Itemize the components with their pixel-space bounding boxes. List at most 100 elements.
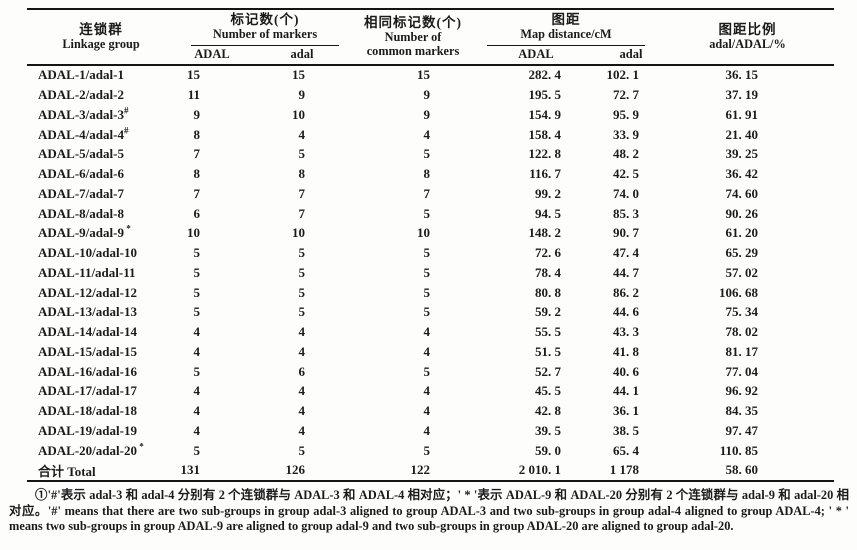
- table-row: ADAL-20/adal-20 * 5 5 5 59. 0 65. 4 110. 85: [27, 441, 834, 461]
- cell-distance-adal: 38. 5: [613, 422, 640, 438]
- cell-linkage-group: 合计 Total: [38, 463, 96, 479]
- cell-ratio: 39. 25: [725, 146, 759, 162]
- cell-common-markers: 5: [423, 245, 431, 261]
- table-row: ADAL-17/adal-17 4 4 4 45. 5 44. 1 96. 92: [27, 382, 834, 402]
- cell-ratio: 106. 68: [719, 284, 759, 300]
- cell-markers-adal: 7: [298, 185, 306, 201]
- cell-markers-adal-caps: 5: [193, 442, 201, 458]
- cell-distance-adal-caps: 59. 0: [535, 442, 561, 458]
- cell-distance-adal: 102. 1: [606, 67, 640, 83]
- group-mark: *: [136, 441, 144, 452]
- cell-markers-adal: 5: [298, 284, 306, 300]
- cell-markers-adal: 5: [298, 442, 306, 458]
- cell-linkage-group: ADAL-13/adal-13: [38, 304, 137, 320]
- cell-linkage-group: ADAL-9/adal-9 *: [38, 224, 131, 241]
- cell-ratio: 96. 92: [725, 383, 759, 399]
- header-number-of-markers-en: Number of markers: [212, 27, 318, 41]
- cell-markers-adal-caps: 5: [193, 304, 201, 320]
- table-row: ADAL-16/adal-16 5 6 5 52. 7 40. 6 77. 04: [27, 362, 834, 382]
- cell-common-markers: 7: [423, 185, 431, 201]
- cell-distance-adal: 42. 5: [613, 166, 640, 182]
- cell-markers-adal: 4: [298, 422, 306, 438]
- cell-linkage-group: ADAL-19/adal-19: [38, 422, 137, 438]
- cell-markers-adal: 4: [298, 126, 306, 142]
- header-map-distance-en: Map distance/cM: [520, 27, 612, 41]
- cell-common-markers: 5: [423, 146, 431, 162]
- cell-ratio: 36. 42: [725, 166, 759, 182]
- cell-markers-adal-caps: 5: [193, 284, 201, 300]
- cell-distance-adal: 72. 7: [613, 87, 640, 103]
- cell-distance-adal-caps: 2 010. 1: [518, 462, 561, 478]
- cell-markers-adal-caps: 4: [193, 422, 201, 438]
- cell-distance-adal: 48. 2: [613, 146, 640, 162]
- cell-ratio: 84. 35: [725, 403, 759, 419]
- cell-distance-adal-caps: 94. 5: [535, 205, 561, 221]
- cell-markers-adal-caps: 8: [193, 166, 201, 182]
- header-number-of-markers: 标记数(个) Number of markers: [175, 9, 355, 46]
- cell-linkage-group: ADAL-12/adal-12: [38, 284, 137, 300]
- cell-distance-adal-caps: 195. 5: [528, 87, 562, 103]
- header-ratio-en: adal/ADAL/%: [709, 37, 786, 51]
- table-row: ADAL-6/adal-6 8 8 8 116. 7 42. 5 36. 42: [27, 164, 834, 184]
- cell-markers-adal-caps: 8: [193, 126, 201, 142]
- cell-markers-adal: 4: [298, 403, 306, 419]
- cell-linkage-group: ADAL-5/adal-5: [38, 146, 124, 162]
- table-row: ADAL-15/adal-15 4 4 4 51. 5 41. 8 81. 17: [27, 342, 834, 362]
- cell-markers-adal: 10: [292, 106, 305, 122]
- table-row: ADAL-12/adal-12 5 5 5 80. 8 86. 2 106. 68: [27, 283, 834, 303]
- cell-ratio: 61. 91: [725, 106, 759, 122]
- cell-linkage-group: ADAL-4/adal-4#: [38, 125, 129, 142]
- cell-markers-adal-caps: 6: [193, 205, 201, 221]
- cell-distance-adal: 44. 1: [613, 383, 640, 399]
- cell-common-markers: 5: [423, 205, 431, 221]
- cell-ratio: 97. 47: [725, 422, 759, 438]
- cell-markers-adal: 10: [292, 225, 305, 241]
- linkage-group-table: 连锁群 Linkage group 标记数(个) Number of marke…: [27, 8, 835, 483]
- cell-common-markers: 5: [423, 264, 431, 280]
- header-common-markers-en1: Number of: [384, 30, 442, 45]
- markers-span-underline: 标记数(个) Number of markers: [191, 10, 339, 46]
- cell-linkage-group: ADAL-16/adal-16: [38, 363, 137, 379]
- cell-markers-adal-caps: 7: [193, 185, 201, 201]
- cell-distance-adal: 74. 0: [613, 185, 640, 201]
- table-row: ADAL-8/adal-8 6 7 5 94. 5 85. 3 90. 26: [27, 204, 834, 224]
- cell-common-markers: 5: [423, 304, 431, 320]
- cell-linkage-group: ADAL-8/adal-8: [38, 205, 124, 221]
- cell-markers-adal-caps: 4: [193, 343, 201, 359]
- cell-markers-adal: 8: [298, 166, 306, 182]
- cell-markers-adal: 5: [298, 264, 306, 280]
- cell-ratio: 90. 26: [725, 205, 759, 221]
- cell-distance-adal-caps: 59. 2: [535, 304, 561, 320]
- cell-distance-adal-caps: 282. 4: [528, 67, 562, 83]
- cell-markers-adal: 6: [298, 363, 306, 379]
- cell-distance-adal-caps: 122. 8: [528, 146, 562, 162]
- cell-markers-adal-caps: 5: [193, 363, 201, 379]
- header-linkage-group-zh: 连锁群: [79, 22, 123, 37]
- table-row: ADAL-19/adal-19 4 4 4 39. 5 38. 5 97. 47: [27, 421, 834, 441]
- cell-distance-adal: 43. 3: [613, 324, 640, 340]
- cell-linkage-group: ADAL-6/adal-6: [38, 166, 124, 182]
- cell-markers-adal-caps: 10: [187, 225, 200, 241]
- cell-linkage-group: ADAL-11/adal-11: [38, 264, 136, 280]
- cell-distance-adal-caps: 99. 2: [535, 185, 561, 201]
- cell-common-markers: 5: [423, 442, 431, 458]
- cell-ratio: 65. 29: [725, 245, 759, 261]
- cell-common-markers: 122: [410, 462, 431, 478]
- cell-common-markers: 8: [423, 166, 431, 182]
- cell-ratio: 61. 20: [725, 225, 759, 241]
- header-common-markers-zh: 相同标记数(个): [364, 15, 462, 31]
- table-body: ADAL-1/adal-1 15 15 15 282. 4 102. 1 36. 15 ADA…: [27, 65, 834, 482]
- cell-distance-adal-caps: 78. 4: [535, 264, 561, 280]
- cell-distance-adal: 33. 9: [613, 126, 640, 142]
- total-row: 合计 Total 131 126 122 2 010. 1 1 178 58. 60: [27, 461, 834, 482]
- cell-distance-adal: 40. 6: [613, 363, 640, 379]
- cell-ratio: 57. 02: [725, 264, 759, 280]
- cell-common-markers: 4: [423, 383, 431, 399]
- cell-distance-adal: 41. 8: [613, 343, 640, 359]
- cell-distance-adal-caps: 148. 2: [528, 225, 562, 241]
- cell-markers-adal: 15: [292, 67, 305, 83]
- cell-ratio: 75. 34: [725, 304, 759, 320]
- cell-common-markers: 15: [417, 67, 430, 83]
- cell-common-markers: 4: [423, 126, 431, 142]
- cell-common-markers: 5: [423, 284, 431, 300]
